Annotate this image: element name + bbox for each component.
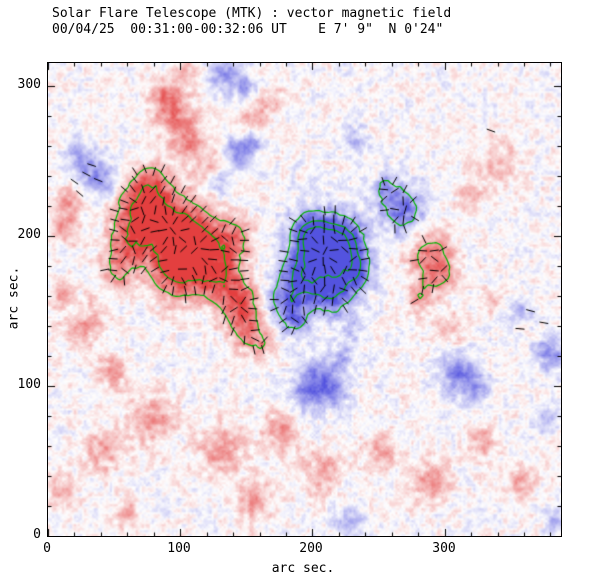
plot-frame: [47, 62, 562, 537]
magnetogram-canvas: [48, 63, 561, 536]
x-axis-label: arc sec.: [271, 561, 335, 576]
y-tick-label: 300: [17, 77, 41, 92]
figure-subtitle: 00/04/25 00:31:00-00:32:06 UT E 7' 9" N …: [52, 22, 444, 37]
x-tick-label: 200: [299, 541, 323, 556]
y-axis-label: arc sec.: [6, 266, 22, 330]
figure-title: Solar Flare Telescope (MTK) : vector mag…: [52, 6, 452, 21]
y-tick-label: 0: [33, 527, 41, 542]
y-tick-label: 100: [17, 377, 41, 392]
x-tick-label: 300: [432, 541, 456, 556]
y-tick-label: 200: [17, 227, 41, 242]
x-tick-label: 100: [167, 541, 191, 556]
x-tick-label: 0: [43, 541, 51, 556]
